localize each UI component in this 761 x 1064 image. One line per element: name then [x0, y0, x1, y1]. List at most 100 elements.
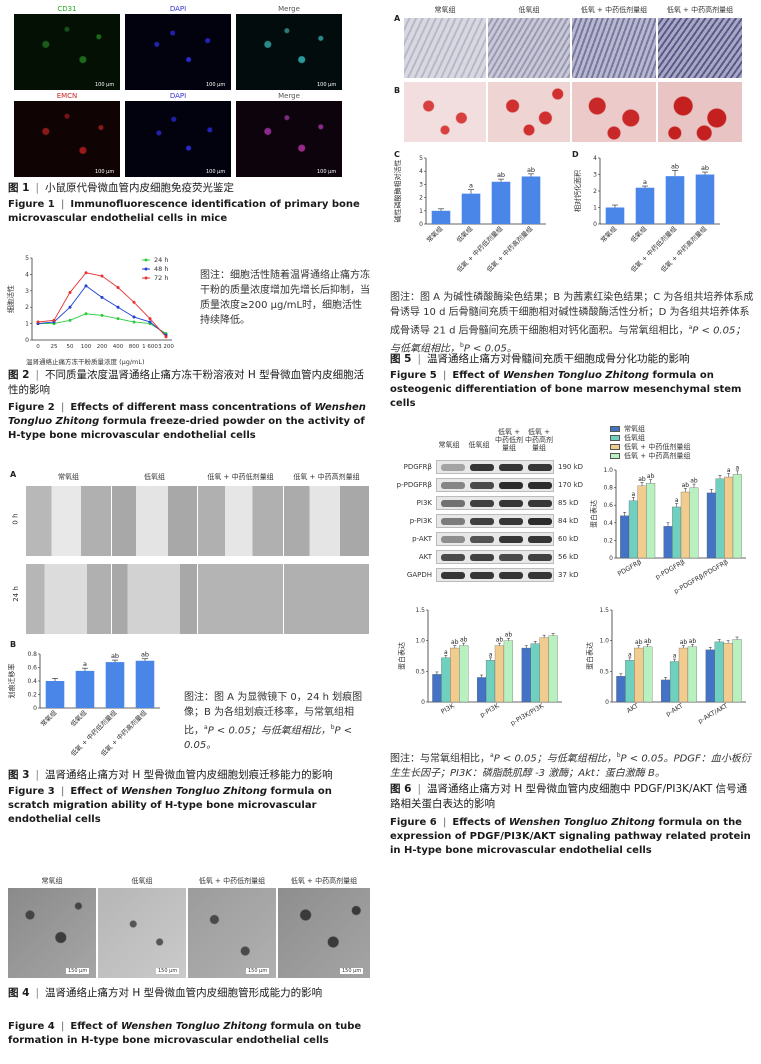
- bar: [539, 637, 549, 703]
- legend-swatch: [610, 434, 620, 441]
- y-axis-label: 细胞活性: [6, 285, 15, 313]
- data-label: a: [83, 660, 87, 668]
- legend-label: 低氧组: [624, 433, 645, 442]
- fig4-caption-cn: 图 4 | 温肾通络止痛方对 H 型骨微血管内皮细胞管形成能力的影响: [8, 987, 323, 999]
- bar: [450, 647, 460, 703]
- fig5-group-3: 低氧 + 中药低剂量组: [580, 6, 648, 14]
- blot-band: [499, 554, 523, 561]
- x-tick-label: PDGFRβ: [616, 558, 643, 578]
- blot-protein-label: GAPDH: [406, 571, 432, 579]
- fig2-caption-en-num: Figure 2: [8, 402, 55, 413]
- fig4-caption-en-post: formula on tube formation in H-type bone…: [8, 1021, 362, 1046]
- bar: [634, 647, 644, 703]
- fig6-caption-en-num: Figure 6: [390, 817, 437, 828]
- data-point: [100, 274, 104, 278]
- bar: [461, 193, 481, 224]
- blot-row: [436, 478, 554, 492]
- legend-item: 低氧 + 中药高剂量组: [610, 451, 690, 460]
- y-tick-label: 4: [25, 271, 29, 278]
- fig5-group-4: 低氧 + 中药高剂量组: [666, 6, 734, 14]
- bar: [663, 526, 673, 559]
- data-label: a: [489, 651, 493, 658]
- bar: [724, 476, 734, 559]
- fig6-caption-num: 图 6: [390, 783, 412, 795]
- bar: [646, 483, 656, 559]
- data-label: ab: [647, 473, 655, 480]
- fig3-group-3: 低氧 + 中药低剂量组: [207, 473, 274, 481]
- data-point: [132, 320, 136, 324]
- blot-size-label: 37 kD: [558, 571, 579, 579]
- fig1-scale: 100 μm: [206, 169, 226, 175]
- bar: [485, 660, 496, 703]
- fig5-alp-image-4: [658, 18, 742, 78]
- fig6-blot-group-4: 低氧 + 中药高剂量组: [525, 428, 553, 452]
- fig1-cd31-image: [14, 14, 120, 90]
- blot-band: [528, 464, 552, 471]
- data-label: ab: [505, 632, 513, 639]
- data-point: [116, 317, 120, 321]
- data-point: [84, 271, 88, 275]
- x-tick-label: 1 600: [142, 344, 158, 350]
- bar: [687, 646, 698, 703]
- fig6-note: 图注：与常氧组相比，aP < 0.05；与低氧组相比，bP < 0.05。PDG…: [390, 752, 751, 780]
- x-tick-label: 低氧组: [68, 708, 89, 729]
- fig1-caption-en-text: Immunofluorescence identification of pri…: [8, 199, 360, 224]
- fig1-merge-image: [236, 14, 342, 90]
- x-tick-label: 3 200: [158, 344, 174, 350]
- bar: [669, 661, 680, 703]
- legend-label: 72 h: [154, 274, 168, 282]
- y-tick-label: 2: [419, 195, 423, 202]
- fig4-scale: 150 μm: [246, 968, 270, 974]
- fig4-group-1: 常氧组: [41, 877, 63, 885]
- blot-protein-label: p-PDGFRβ: [396, 481, 432, 489]
- fig3-panel-a: A: [10, 470, 17, 479]
- fig5-panel-b: B: [394, 86, 401, 95]
- y-tick-label: 2: [593, 188, 597, 195]
- data-label: ab: [111, 652, 119, 660]
- y-tick-label: 0.8: [603, 485, 613, 492]
- bar: [678, 647, 689, 703]
- fig3-row-0h: 0 h: [11, 513, 20, 525]
- legend-marker: [144, 276, 148, 280]
- bar: [476, 677, 487, 703]
- fig4-caption-en-pre: Effect of: [70, 1021, 121, 1032]
- x-tick-label: p-PDGFRβ: [654, 558, 686, 581]
- data-point: [68, 318, 72, 322]
- fig5-ars-image-3: [572, 82, 656, 142]
- blot-protein-label: AKT: [418, 553, 432, 561]
- data-point: [68, 305, 72, 309]
- fig1-caption-num: 图 1: [8, 182, 30, 194]
- fig4-image-1: [8, 888, 96, 978]
- fig2-caption-en: Figure 2 | Effects of different mass conce…: [8, 402, 366, 441]
- y-axis-label: 蛋白表达: [397, 642, 406, 670]
- fig1-header-merge-2: Merge: [278, 92, 300, 100]
- blot-protein-label: PDGFRβ: [403, 463, 432, 471]
- y-tick-label: 5: [419, 155, 423, 162]
- data-point: [100, 295, 104, 299]
- fig5-alp-image-1: [404, 18, 486, 78]
- blot-band: [528, 536, 552, 543]
- legend-label: 低氧 + 中药低剂量组: [624, 442, 691, 451]
- data-point: [52, 318, 56, 322]
- fig4-caption-en-num: Figure 4: [8, 1021, 55, 1032]
- blot-size-label: 85 kD: [558, 499, 579, 507]
- blot-band: [441, 554, 465, 561]
- blot-row: [436, 550, 554, 564]
- fig1-dapi-image: [125, 14, 231, 90]
- y-axis-label: 蛋白表达: [585, 642, 594, 670]
- fig5-caption-text: 温肾通络止痛方对骨髓间充质干细胞成骨分化功能的影响: [427, 353, 690, 365]
- y-tick-label: 0.2: [603, 537, 613, 544]
- fig5-note-3: P < 0.05。: [463, 343, 517, 355]
- fig3-note-1: 图注：图 A 为显微镜下 0，24 h 划痕图像；B 为各组划痕迁移率，与常氧组…: [184, 692, 363, 737]
- blot-band: [470, 482, 494, 489]
- fig3-image-0h-3: [198, 486, 283, 556]
- fig3-caption-en-pre: Effect of: [70, 786, 121, 797]
- x-tick-label: PI3K: [439, 701, 456, 715]
- data-label: a: [628, 651, 632, 658]
- fig3-caption-text: 温肾通络止痛方对 H 型骨微血管内皮细胞划痕迁移能力的影响: [45, 769, 333, 781]
- x-tick-label: 800: [129, 344, 140, 350]
- fig5-ars-image-1: [404, 82, 486, 142]
- legend-label: 常氧组: [624, 424, 645, 433]
